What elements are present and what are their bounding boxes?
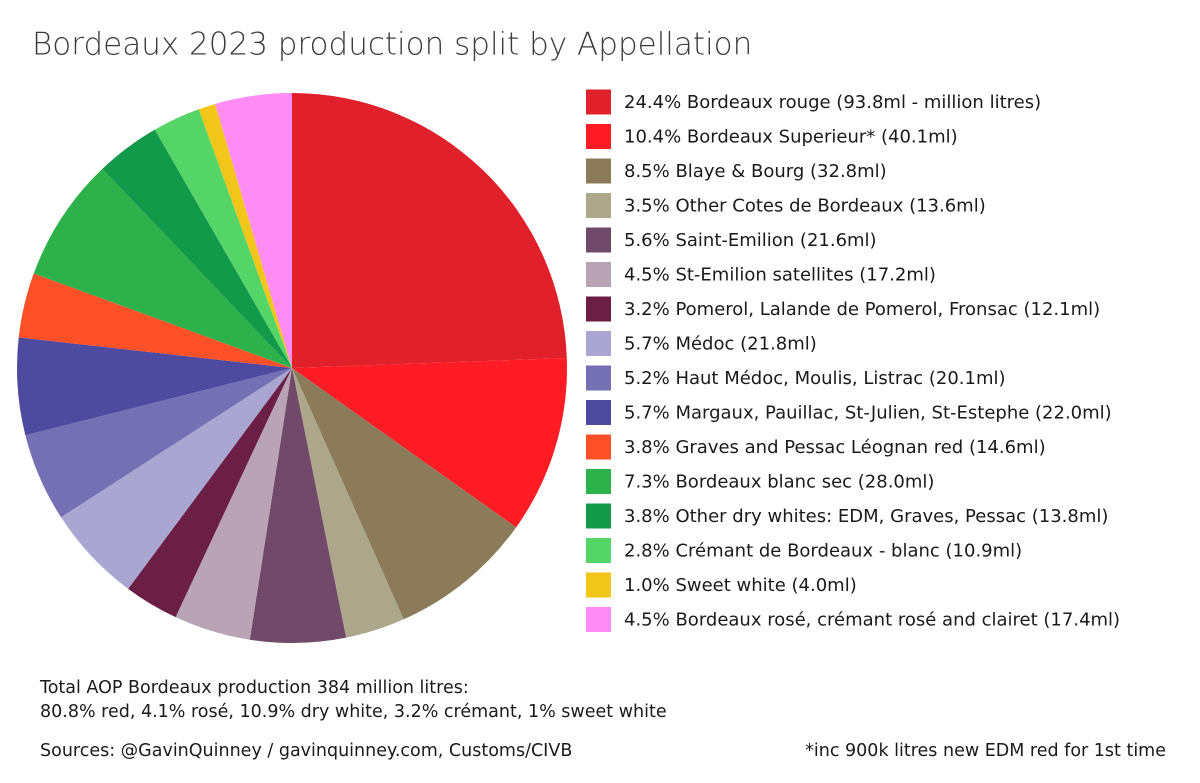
pie-slice [215,93,292,368]
legend-swatch [586,503,611,529]
legend-swatch [586,124,611,149]
chart-title: Bordeaux 2023 production split by Appell… [32,27,752,63]
legend-label: 1.0% Sweet white (4.0ml) [624,575,857,596]
legend-label: 5.7% Médoc (21.8ml) [624,334,817,355]
pie-slice [25,368,293,518]
annotation: *inc 900k litres new EDM red for 1st tim… [805,741,1166,761]
legend-label: 3.2% Pomerol, Lalande de Pomerol, Fronsa… [624,299,1100,320]
legend-label: 3.8% Graves and Pessac Léognan red (14.6… [624,437,1046,458]
pie-slice [292,358,567,528]
legend-label: 8.5% Blaye & Bourg (32.8ml) [624,161,887,182]
legend-label: 4.5% Bordeaux rosé, crémant rosé and cla… [624,610,1120,631]
legend-swatch [586,89,611,115]
legend-swatch [586,262,611,287]
annotation: 80.8% red, 4.1% rosé, 10.9% dry white, 3… [40,702,667,722]
pie-slice [16,337,292,436]
pie-slice [198,103,292,368]
legend: 24.4% Bordeaux rouge (93.8ml - million l… [586,89,1120,632]
pie-slice [102,129,292,368]
legend-swatch [586,607,611,632]
legend-label: 5.2% Haut Médoc, Moulis, Listrac (20.1ml… [624,368,1006,389]
legend-label: 3.8% Other dry whites: EDM, Graves, Pess… [624,506,1108,527]
legend-label: 3.5% Other Cotes de Bordeaux (13.6ml) [624,196,986,217]
legend-swatch [586,400,611,425]
pie [16,93,567,643]
pie-slice [18,273,293,368]
pie-slice [292,368,517,620]
pie-slice [175,368,292,640]
legend-swatch [586,469,611,494]
annotation: Total AOP Bordeaux production 384 millio… [39,678,469,698]
legend-swatch [586,365,611,391]
legend-label: 24.4% Bordeaux rouge (93.8ml - million l… [624,92,1041,113]
pie-slice [33,168,293,368]
legend-swatch [586,434,611,460]
pie-slice [61,368,292,589]
legend-label: 5.7% Margaux, Pauillac, St-Julien, St-Es… [624,403,1112,424]
legend-label: 2.8% Crémant de Bordeaux - blanc (10.9ml… [624,541,1022,562]
legend-label: 10.4% Bordeaux Superieur* (40.1ml) [624,127,958,148]
pie-slice [292,368,404,638]
legend-label: 7.3% Bordeaux blanc sec (28.0ml) [624,472,934,493]
annotation: Sources: @GavinQuinney / gavinquinney.co… [40,741,572,761]
pie-slice [128,368,292,618]
pie-slice [292,93,567,368]
legend-swatch [586,296,611,322]
legend-swatch [586,572,611,598]
legend-swatch [586,538,611,563]
pie-slice [249,368,347,643]
legend-swatch [586,227,611,253]
legend-swatch [586,331,611,356]
legend-label: 4.5% St-Emilion satellites (17.2ml) [624,265,936,286]
pie-slice [154,109,292,368]
legend-swatch [586,158,611,184]
legend-label: 5.6% Saint-Emilion (21.6ml) [624,230,877,251]
legend-swatch [586,193,611,218]
